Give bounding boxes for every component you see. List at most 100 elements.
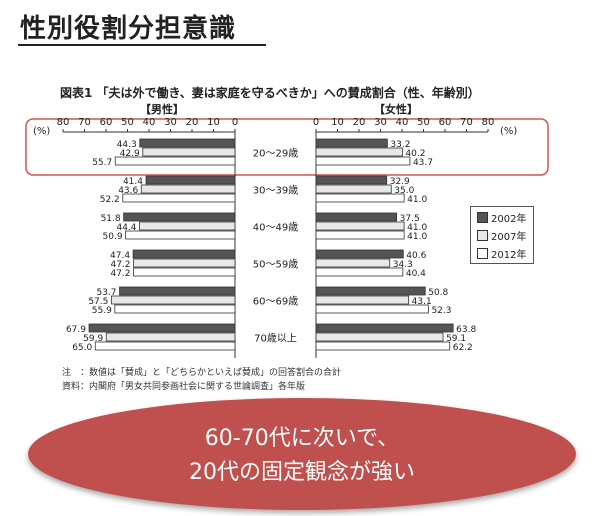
- female-bar: [315, 175, 388, 185]
- male-tick-label: 50: [121, 117, 134, 128]
- female-tick-label: 20: [353, 117, 366, 128]
- female-bar: [315, 221, 405, 231]
- female-bar: [315, 323, 454, 333]
- female-data-label: 41.0: [407, 223, 427, 233]
- female-data-label: 50.8: [428, 288, 448, 298]
- female-data-label: 41.0: [407, 195, 427, 205]
- male-tick-label: 70: [78, 117, 91, 128]
- female-tick-label: 80: [482, 117, 495, 128]
- male-bar: [105, 332, 236, 342]
- female-bar: [315, 156, 411, 166]
- male-bar: [123, 212, 236, 222]
- male-data-label: 42.9: [120, 149, 140, 159]
- male-bar: [125, 230, 236, 240]
- female-bar: [315, 258, 391, 268]
- female-bar: [315, 249, 404, 259]
- male-unit-label: (%): [33, 126, 50, 137]
- chart-title: 図表1 「夫は外で働き、妻は家庭を守るべきか」への賛成割合（性、年齢別）: [60, 86, 480, 100]
- title-underline: [18, 44, 266, 46]
- male-bar: [132, 249, 236, 259]
- female-tick-label: 30: [374, 117, 387, 128]
- banner-line-2: 20代の固定観念が強い: [189, 460, 415, 485]
- male-bar: [142, 147, 236, 157]
- legend-swatch-2002: [477, 211, 488, 223]
- chart-note: 注 ：数値は「賛成」と「どちらかといえば賛成」の回答割合の合計: [62, 368, 342, 378]
- legend-label-2002: 2002年: [491, 213, 527, 225]
- legend-swatch-2007: [477, 229, 488, 241]
- male-data-label: 52.2: [100, 195, 120, 205]
- male-data-label: 47.2: [110, 269, 130, 279]
- male-bar: [140, 184, 236, 194]
- male-tick-label: 20: [186, 117, 199, 128]
- male-bar: [133, 258, 236, 268]
- female-data-label: 52.3: [431, 306, 451, 316]
- male-bar: [94, 341, 236, 351]
- male-tick-label: 60: [100, 117, 113, 128]
- male-data-label: 44.4: [116, 223, 136, 233]
- conclusion-banner: 60-70代に次いで、 20代の固定観念が強い: [28, 398, 576, 510]
- male-data-label: 44.3: [117, 140, 137, 150]
- female-bar: [315, 212, 398, 222]
- female-bar: [315, 230, 405, 240]
- female-bar: [315, 332, 444, 342]
- category-label: 50～59歳: [253, 259, 298, 271]
- female-tick-label: 60: [439, 117, 452, 128]
- male-bar: [133, 267, 236, 277]
- male-data-label: 47.2: [110, 260, 130, 270]
- legend-item-2007: 2007年: [477, 229, 526, 243]
- female-bar: [315, 147, 403, 157]
- female-data-label: 40.4: [406, 269, 426, 279]
- male-tick-label: 0: [232, 117, 238, 128]
- female-data-label: 41.0: [407, 232, 427, 242]
- female-data-label: 32.9: [390, 177, 410, 187]
- male-bar: [145, 175, 236, 185]
- female-bar: [315, 304, 429, 314]
- male-bar: [139, 138, 236, 148]
- male-bar: [139, 221, 236, 231]
- female-data-label: 37.5: [400, 214, 420, 224]
- page-title: 性別役割分担意識: [20, 14, 237, 44]
- female-bar: [315, 286, 426, 296]
- female-tick-label: 40: [396, 117, 409, 128]
- female-bar: [315, 193, 405, 203]
- category-label: 30～39歳: [253, 185, 298, 197]
- legend-swatch-2012: [477, 247, 488, 259]
- female-data-label: 43.1: [412, 297, 432, 307]
- female-bar: [315, 138, 388, 148]
- female-data-label: 40.2: [405, 149, 425, 159]
- female-bar: [315, 184, 392, 194]
- male-bar: [119, 286, 236, 296]
- female-data-label: 34.3: [393, 260, 413, 270]
- male-data-label: 65.0: [72, 343, 92, 353]
- female-data-label: 33.2: [390, 140, 410, 150]
- male-data-label: 53.7: [96, 288, 116, 298]
- category-label: 70歳以上: [254, 333, 297, 345]
- male-data-label: 47.4: [110, 251, 130, 261]
- female-unit-label: (%): [500, 126, 517, 137]
- butterfly-bar-chart: 80 70 60 50 40 30 20 10 0 0 10 20 30 40 50 60 70 80 (%) (%)…: [25, 117, 549, 358]
- highlight-box: [25, 118, 549, 176]
- male-tick-label: 10: [207, 117, 220, 128]
- female-data-label: 63.8: [456, 325, 476, 335]
- legend-item-2002: 2002年: [477, 211, 527, 225]
- male-data-label: 50.9: [103, 232, 123, 242]
- female-bar: [315, 341, 451, 351]
- female-bar: [315, 295, 410, 305]
- category-label: 40～49歳: [253, 222, 298, 234]
- male-bar: [122, 193, 236, 203]
- female-tick-label: 0: [313, 117, 319, 128]
- female-tick-label: 70: [460, 117, 473, 128]
- male-data-label: 43.6: [118, 186, 138, 196]
- male-data-label: 41.4: [123, 177, 143, 187]
- male-data-label: 67.9: [66, 325, 86, 335]
- female-tick-label: 50: [417, 117, 430, 128]
- male-bar: [114, 156, 236, 166]
- chart-legend: 2002年 2007年 2012年: [470, 206, 534, 264]
- banner-line-1: 60-70代に次いで、: [204, 426, 400, 451]
- female-data-label: 43.7: [413, 158, 433, 168]
- male-tick-label: 40: [143, 117, 156, 128]
- male-data-label: 59.9: [83, 334, 103, 344]
- male-data-label: 55.7: [92, 158, 112, 168]
- legend-label-2012: 2012年: [491, 249, 527, 261]
- male-panel-label: 【男性】: [140, 103, 184, 116]
